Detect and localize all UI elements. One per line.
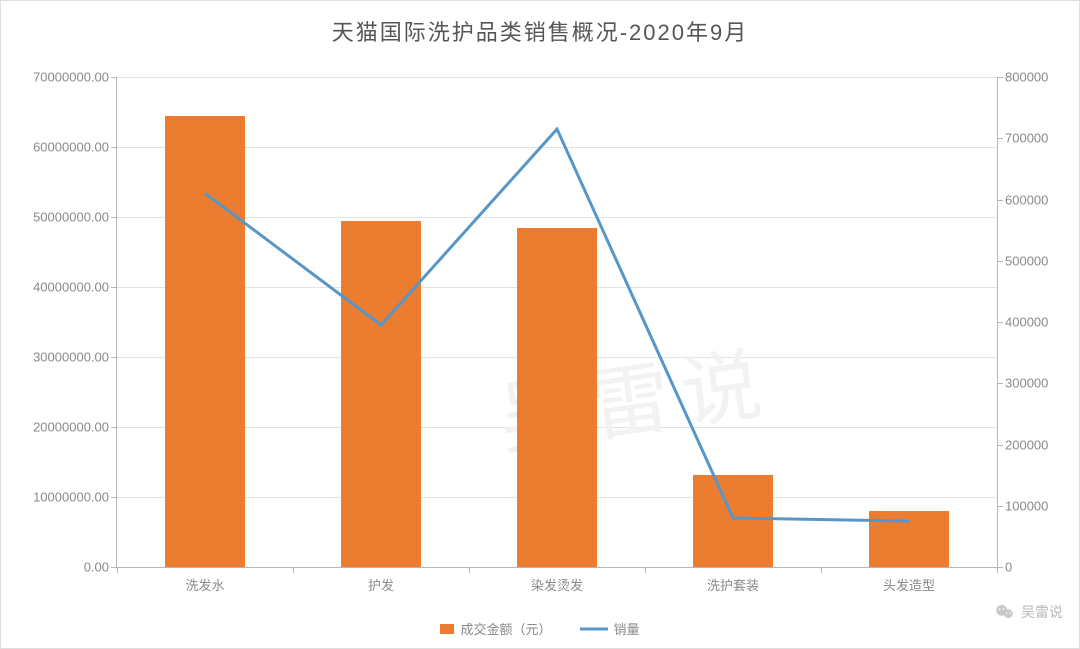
x-category-label: 洗护套装 [707, 575, 759, 594]
legend-label: 销量 [614, 619, 640, 638]
legend-swatch [440, 624, 454, 634]
y-right-tick [997, 77, 1003, 78]
y-left-label: 70000000.00 [33, 70, 109, 85]
y-right-label: 300000 [1005, 376, 1048, 391]
x-tick [645, 567, 646, 573]
x-tick [117, 567, 118, 573]
wechat-icon [995, 602, 1015, 622]
y-right-tick [997, 383, 1003, 384]
x-tick [821, 567, 822, 573]
y-right-tick [997, 138, 1003, 139]
legend: 成交金额（元） 销量 [1, 619, 1079, 638]
x-category-label: 护发 [368, 575, 394, 594]
y-left-label: 40000000.00 [33, 280, 109, 295]
y-right-label: 800000 [1005, 70, 1048, 85]
line-series [117, 77, 997, 567]
x-category-label: 头发造型 [883, 575, 935, 594]
y-left-label: 10000000.00 [33, 490, 109, 505]
y-left-label: 20000000.00 [33, 420, 109, 435]
y-right-tick [997, 445, 1003, 446]
y-right-label: 600000 [1005, 192, 1048, 207]
chart-title: 天猫国际洗护品类销售概况-2020年9月 [1, 15, 1079, 47]
y-right-tick [997, 261, 1003, 262]
plot-area: 0.0010000000.0020000000.0030000000.00400… [116, 77, 998, 568]
y-right-label: 700000 [1005, 131, 1048, 146]
y-left-label: 60000000.00 [33, 140, 109, 155]
attribution-label: 吴雷说 [1021, 602, 1063, 622]
chart-container: 天猫国际洗护品类销售概况-2020年9月 0.0010000000.002000… [0, 0, 1080, 649]
x-tick [997, 567, 998, 573]
y-right-tick [997, 506, 1003, 507]
legend-item: 成交金额（元） [440, 619, 551, 638]
y-right-tick [997, 200, 1003, 201]
y-right-label: 400000 [1005, 315, 1048, 330]
y-right-label: 100000 [1005, 498, 1048, 513]
y-right-label: 200000 [1005, 437, 1048, 452]
attribution: 吴雷说 [995, 602, 1063, 622]
y-left-label: 50000000.00 [33, 210, 109, 225]
y-left-label: 0.00 [84, 560, 109, 575]
legend-label: 成交金额（元） [460, 619, 551, 638]
y-right-label: 500000 [1005, 253, 1048, 268]
y-right-label: 0 [1005, 560, 1012, 575]
legend-item: 销量 [580, 619, 640, 638]
y-left-label: 30000000.00 [33, 350, 109, 365]
x-tick [293, 567, 294, 573]
x-tick [469, 567, 470, 573]
legend-swatch [580, 624, 608, 634]
x-category-label: 染发烫发 [531, 575, 583, 594]
y-right-tick [997, 322, 1003, 323]
x-category-label: 洗发水 [185, 575, 224, 594]
